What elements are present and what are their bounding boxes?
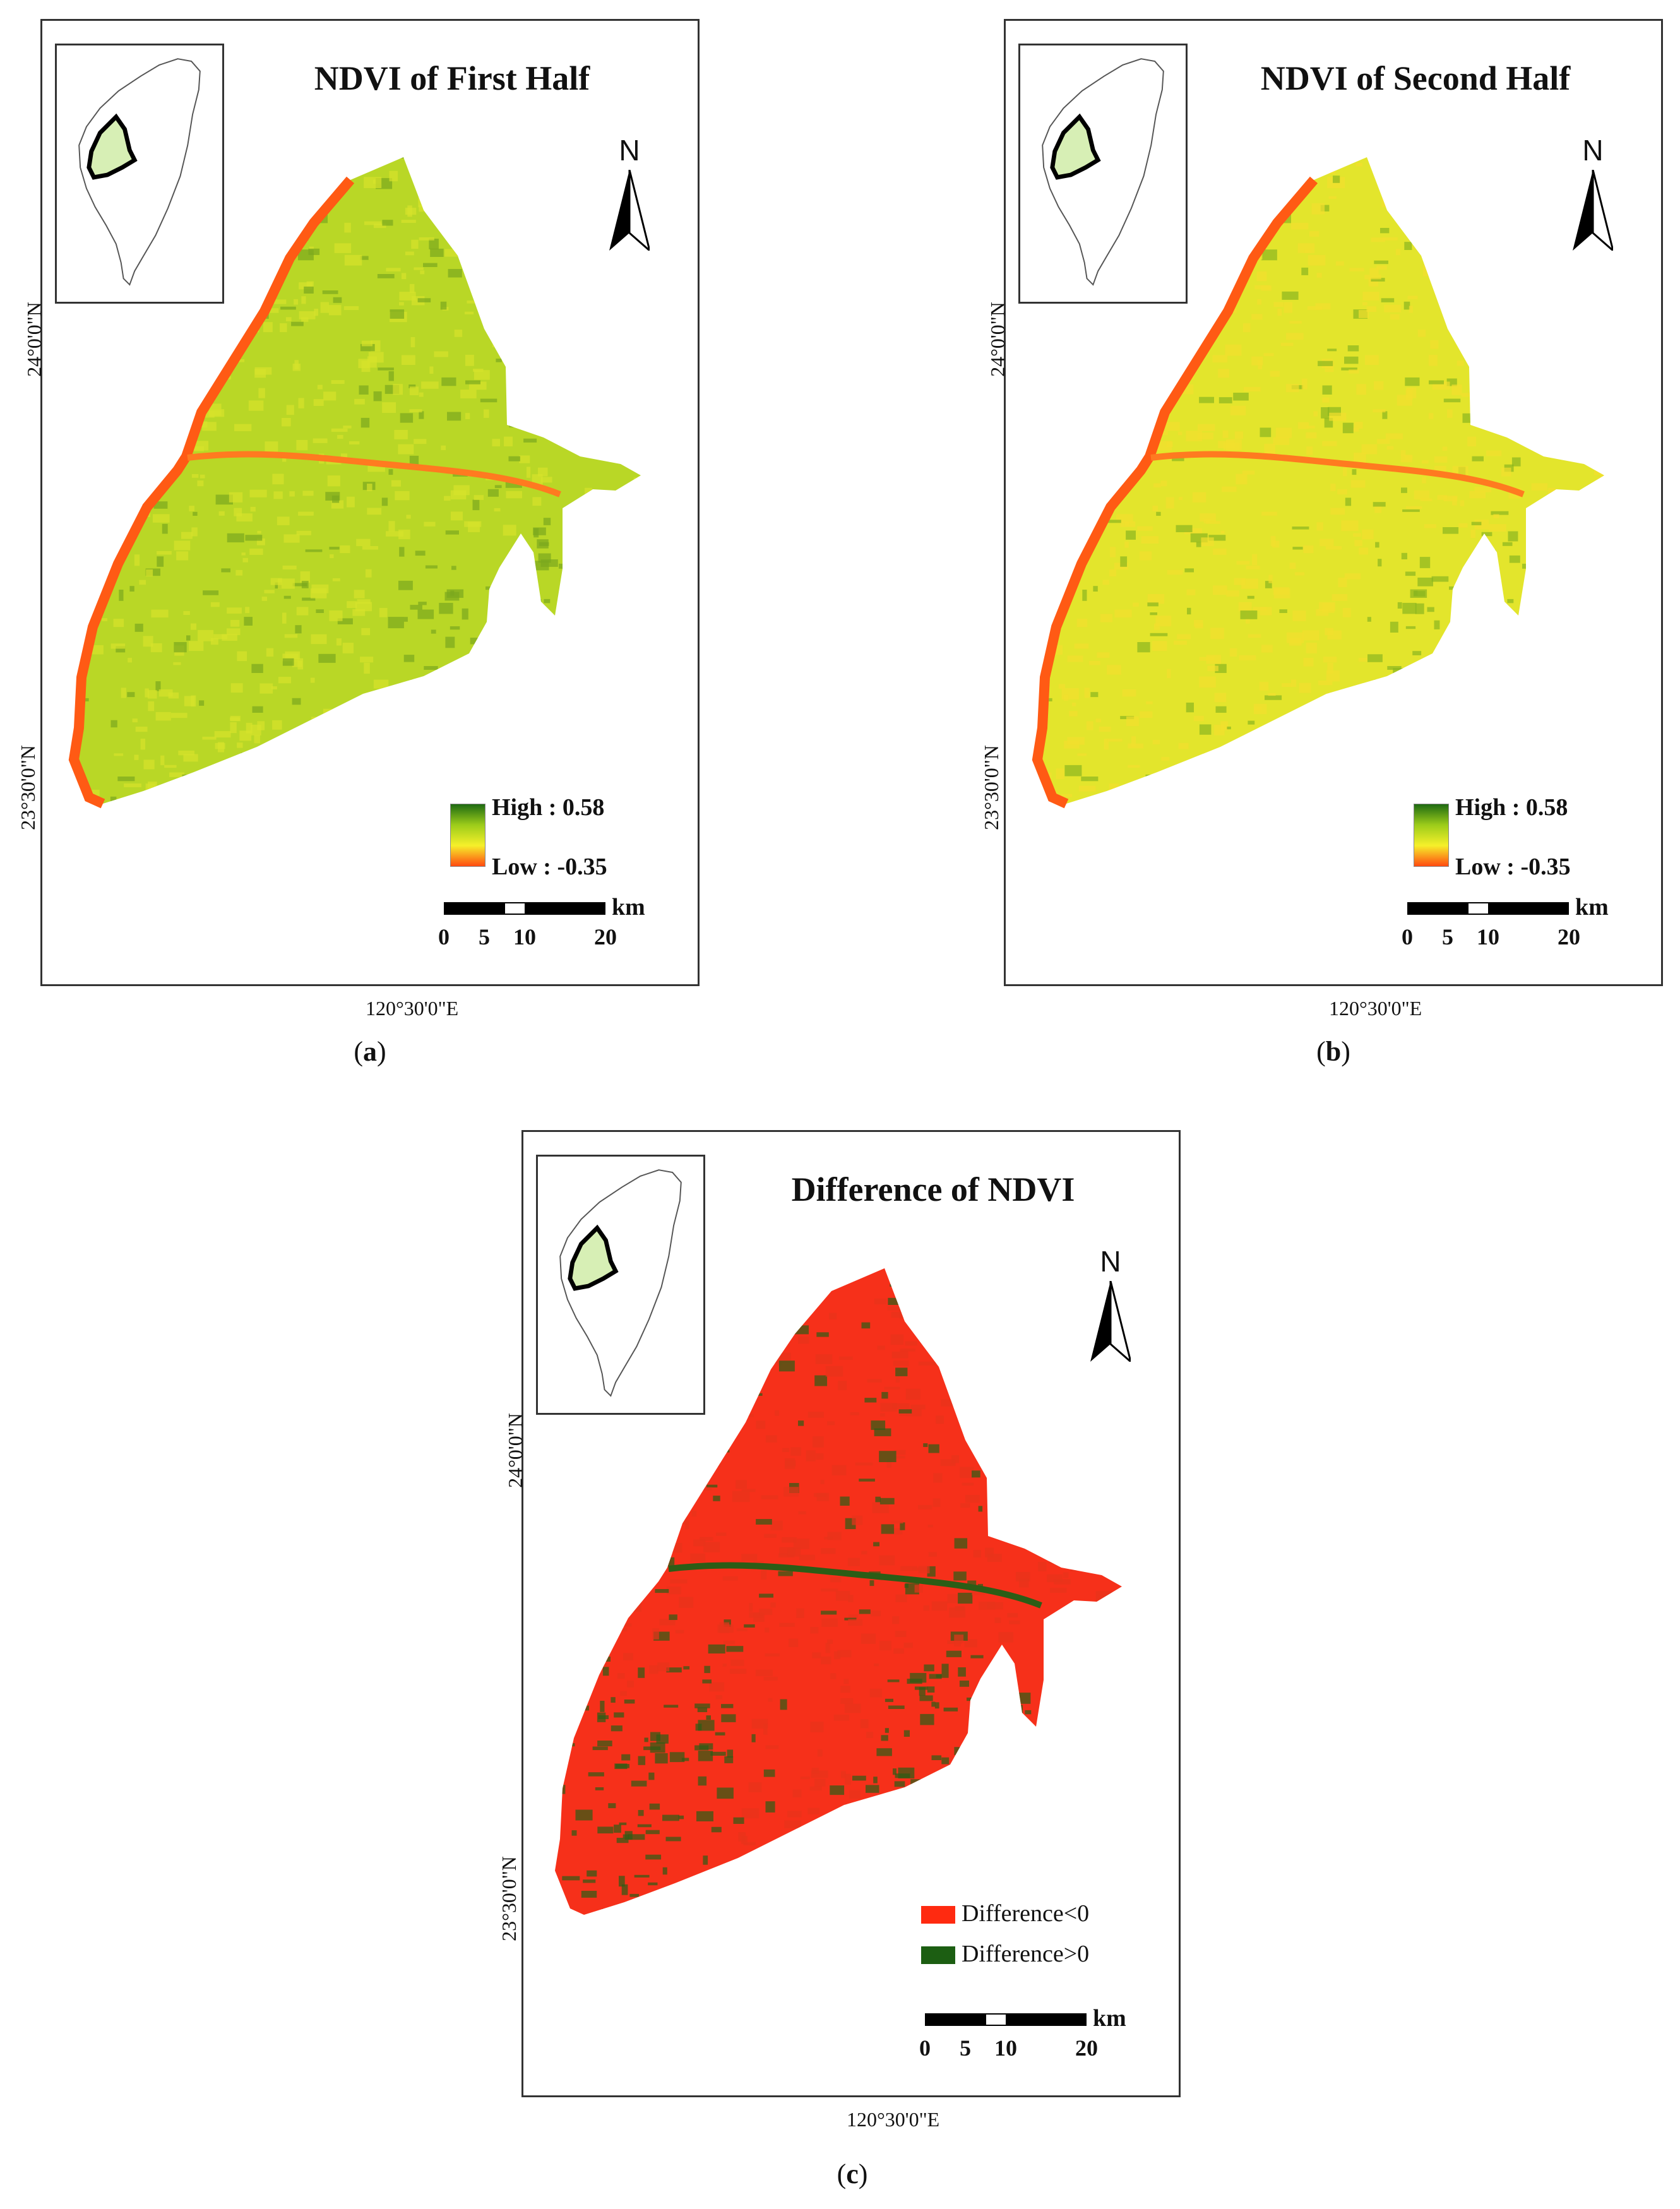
- latitude-label-23-30n: 23°30'0"N: [497, 1856, 520, 1941]
- scale-tick-label: 5: [960, 2035, 971, 2061]
- scale-bar-segment: [986, 2015, 1006, 2025]
- north-label: N: [619, 134, 640, 167]
- taiwan-outline: [559, 1169, 682, 1397]
- scale-bar-segment: [504, 903, 525, 914]
- scale-bar-graphic: [444, 902, 605, 915]
- latitude-label-23-30n: 23°30'0"N: [16, 745, 39, 830]
- panel-caption-b: (b): [1316, 1036, 1350, 1067]
- north-label: N: [1582, 134, 1604, 167]
- north-arrow-icon: [1573, 170, 1613, 251]
- north-arrow: N: [604, 133, 655, 253]
- longitude-label: 120°30'0"E: [1329, 997, 1422, 1020]
- map-title: NDVI of First Half: [314, 59, 590, 97]
- latitude-label-23-30n: 23°30'0"N: [979, 745, 1003, 830]
- scale-bar-segment: [485, 903, 505, 914]
- ndvi-raster-map: [1032, 157, 1604, 809]
- scale-tick-label: 20: [1558, 924, 1580, 950]
- scale-bar-segment: [926, 2015, 966, 2025]
- scale-tick-label: 5: [1442, 924, 1453, 950]
- study-area-highlight: [1050, 113, 1101, 180]
- taiwan-outline-map: [559, 1169, 682, 1397]
- north-arrow: N: [1568, 133, 1618, 253]
- coastal-edge: [1032, 176, 1318, 809]
- legend-label-positive: Difference>0: [962, 1941, 1090, 1967]
- legend-low-label: Low : -0.35: [492, 854, 607, 880]
- scale-tick-label: 20: [1075, 2035, 1098, 2061]
- river-channel: [668, 1562, 1042, 1609]
- latitude-label-24n: 24°0'0"N: [986, 302, 1009, 377]
- map-panel-a: NDVI of First Half N 24°0'0"N 23°30'0"N …: [16, 19, 700, 1020]
- north-arrow-icon: [1090, 1281, 1131, 1362]
- scale-unit-label: km: [1575, 894, 1609, 920]
- north-arrow: N: [1085, 1244, 1136, 1364]
- river-channel: [187, 451, 561, 497]
- map-title: NDVI of Second Half: [1260, 59, 1571, 97]
- scale-bar: km 0 5 10 20: [438, 894, 646, 950]
- scale-bar-segment: [1488, 903, 1568, 914]
- scale-bar-segment: [1006, 2015, 1085, 2025]
- map-panel-b: NDVI of Second Half N 24°0'0"N 23°30'0"N…: [980, 19, 1663, 1020]
- longitude-label: 120°30'0"E: [847, 2108, 940, 2131]
- scale-bar-graphic: [1407, 902, 1569, 915]
- taiwan-outline-map: [1042, 58, 1164, 286]
- legend-swatch-negative: [921, 1906, 955, 1924]
- scale-bar-segment: [1448, 903, 1469, 914]
- panel-caption-a: (a): [354, 1036, 386, 1067]
- ndvi-color-ramp: [1414, 804, 1449, 867]
- scale-tick-label: 0: [919, 2035, 931, 2061]
- scale-tick-label: 10: [513, 924, 536, 950]
- scale-unit-label: km: [612, 894, 645, 920]
- legend-label-negative: Difference<0: [962, 1900, 1090, 1927]
- scale-tick-label: 10: [994, 2035, 1017, 2061]
- scale-bar-graphic: [925, 2013, 1087, 2026]
- study-area-highlight: [568, 1224, 619, 1291]
- scale-tick-label: 0: [438, 924, 450, 950]
- ndvi-raster-map: [68, 157, 641, 809]
- longitude-label: 120°30'0"E: [366, 997, 459, 1020]
- study-area-highlight: [86, 113, 138, 180]
- taiwan-outline: [1042, 58, 1164, 286]
- scale-bar-segment: [1409, 903, 1448, 914]
- taiwan-outline-map: [78, 58, 201, 286]
- scale-bar-segment: [1468, 903, 1488, 914]
- legend-high-label: High : 0.58: [1455, 794, 1568, 821]
- river-channel: [1150, 451, 1525, 497]
- map-title: Difference of NDVI: [791, 1170, 1075, 1208]
- legend-swatch-positive: [921, 1946, 955, 1964]
- scale-bar-segment: [525, 903, 604, 914]
- map-panel-c: Difference of NDVI N 24°0'0"N 23°30'0"N …: [497, 1130, 1181, 2131]
- scale-unit-label: km: [1093, 2005, 1126, 2032]
- scale-tick-label: 10: [1477, 924, 1499, 950]
- scale-tick-label: 0: [1402, 924, 1413, 950]
- scale-bar: km 0 5 10 20: [1402, 894, 1609, 950]
- panel-caption-c: (c): [837, 2158, 868, 2189]
- legend-high-label: High : 0.58: [492, 794, 605, 821]
- legend-low-label: Low : -0.35: [1455, 854, 1571, 880]
- latitude-label-24n: 24°0'0"N: [503, 1413, 527, 1488]
- taiwan-outline: [78, 58, 201, 286]
- scale-tick-label: 20: [594, 924, 617, 950]
- scale-bar-segment: [966, 2015, 986, 2025]
- ndvi-color-ramp: [450, 804, 486, 867]
- scale-bar: km 0 5 10 20: [919, 2005, 1127, 2061]
- north-arrow-icon: [609, 170, 650, 251]
- scale-tick-label: 5: [479, 924, 490, 950]
- taiwan-locator-inset: [55, 44, 224, 304]
- north-label: N: [1100, 1245, 1121, 1278]
- taiwan-locator-inset: [536, 1155, 705, 1415]
- coastal-edge: [68, 176, 355, 809]
- ndvi-difference-map: [555, 1268, 1122, 1915]
- scale-bar-segment: [445, 903, 485, 914]
- taiwan-locator-inset: [1018, 44, 1188, 304]
- latitude-label-24n: 24°0'0"N: [22, 302, 45, 377]
